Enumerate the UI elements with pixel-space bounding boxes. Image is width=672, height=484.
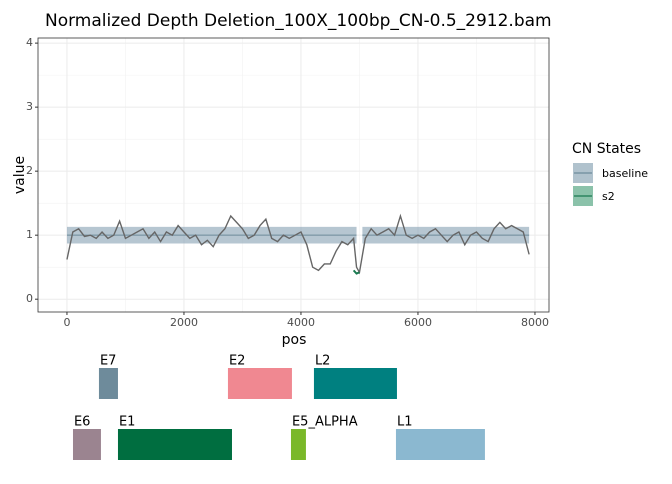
y-tick-label: 0 [26, 292, 33, 305]
x-tick-label: 8000 [521, 316, 549, 329]
x-axis-label: pos [282, 332, 307, 348]
panel-border [37, 37, 550, 313]
gene-label: E6 [74, 415, 91, 430]
depth-line [66, 213, 530, 275]
s2-line [352, 269, 360, 275]
gene-box [290, 429, 306, 460]
legend-label: baseline [602, 167, 648, 180]
gene-box [117, 429, 232, 460]
x-tick-label: 6000 [404, 316, 432, 329]
gene-label: E5_ALPHA [292, 415, 358, 430]
x-tick-label: 4000 [287, 316, 315, 329]
chart-title: Normalized Depth Deletion_100X_100bp_CN-… [45, 11, 552, 31]
gene-box [395, 429, 485, 460]
gene-box [313, 368, 397, 399]
y-tick-label: 3 [26, 100, 33, 113]
gene-box [72, 429, 101, 460]
legend-title: CN States [572, 141, 641, 157]
y-axis-label: value [12, 156, 28, 194]
gene-label: E1 [119, 415, 136, 430]
gene-box [98, 368, 118, 399]
gene-box [227, 368, 292, 399]
gene-label: L2 [315, 354, 331, 369]
gene-label: E7 [100, 354, 117, 369]
gene-label: E2 [229, 354, 246, 369]
y-tick-label: 2 [26, 164, 33, 177]
y-tick-label: 4 [26, 36, 33, 49]
legend-label: s2 [602, 190, 615, 203]
y-tick-label: 1 [26, 228, 33, 241]
x-tick-label: 2000 [170, 316, 198, 329]
gene-label: L1 [397, 415, 413, 430]
x-tick-label: 0 [63, 316, 70, 329]
